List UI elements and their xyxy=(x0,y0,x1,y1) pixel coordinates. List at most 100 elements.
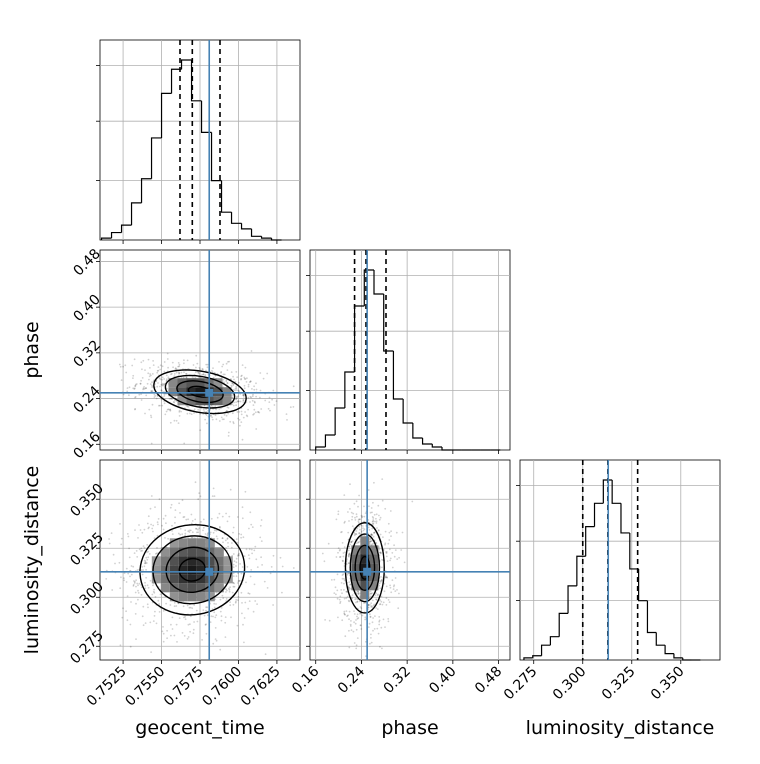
hist-phase-bin-10 xyxy=(412,423,423,439)
hist-phase-bin-13 xyxy=(441,447,452,451)
hist-luminosity_distance-bin-5 xyxy=(567,585,577,614)
joint-geocent_time-luminosity_distance-density-cell xyxy=(196,574,206,584)
joint-geocent_time-phase-density-cell xyxy=(222,396,232,406)
joint-geocent_time-phase-density-cell xyxy=(186,387,196,397)
xtick-label-geocent_time-0: 0.7525 xyxy=(84,664,130,710)
hist-phase-bin-1 xyxy=(324,434,336,447)
hist-phase-bin-5 xyxy=(363,269,374,306)
hist-luminosity_distance-bin-7 xyxy=(585,525,595,557)
joint-geocent_time-luminosity_distance-density-cell xyxy=(160,565,170,575)
ylabel-luminosity_distance: luminosity_distance xyxy=(21,466,43,655)
xlabel-luminosity_distance: luminosity_distance xyxy=(526,717,715,739)
joint-phase-luminosity_distance-frame xyxy=(309,459,511,661)
hist-phase-frame xyxy=(309,249,511,451)
ylabel-phase: phase xyxy=(21,321,43,378)
hist-phase-bin-12 xyxy=(431,444,442,448)
joint-geocent_time-luminosity_distance-density-cell xyxy=(223,556,233,566)
hist-geocent_time-bin-6 xyxy=(160,92,172,138)
joint-geocent_time-phase-contour-1 xyxy=(176,380,224,404)
joint-phase-luminosity_distance-truth-marker xyxy=(363,567,372,576)
xtick-label-phase-2: 0.32 xyxy=(381,664,414,697)
ytick-label-phase-2: 0.32 xyxy=(70,337,103,370)
joint-geocent_time-luminosity_distance-density-cell xyxy=(214,574,224,584)
hist-geocent_time-bin-13 xyxy=(230,212,242,224)
joint-phase-luminosity_distance-density-cell xyxy=(351,581,361,591)
xtick-label-luminosity_distance-3: 0.350 xyxy=(648,664,688,704)
joint-geocent_time-phase-truth-marker xyxy=(205,388,214,397)
hist-geocent_time-bin-0 xyxy=(100,237,112,240)
joint-geocent_time-luminosity_distance-density-cell xyxy=(214,583,224,593)
joint-geocent_time-luminosity_distance-density-cell xyxy=(178,556,188,566)
hist-phase-bin-0 xyxy=(315,446,326,450)
joint-geocent_time-phase-contour-3 xyxy=(153,369,247,415)
hist-luminosity_distance-bin-0 xyxy=(523,657,533,660)
joint-geocent_time-luminosity_distance-density-cell xyxy=(223,574,233,584)
joint-geocent_time-phase-density-cell xyxy=(195,378,205,388)
hist-luminosity_distance-bin-10 xyxy=(611,480,621,504)
hist-phase-bin-6 xyxy=(373,270,384,295)
joint-geocent_time-luminosity_distance-density-cell xyxy=(169,565,179,575)
ytick-label-phase-4: 0.48 xyxy=(70,246,103,279)
joint-geocent_time-luminosity_distance-density-cell xyxy=(205,547,215,557)
joint-geocent_time-luminosity_distance-density-cell xyxy=(169,592,179,602)
hist-luminosity_distance-bin-4 xyxy=(558,612,569,637)
joint-geocent_time-luminosity_distance-density-cell xyxy=(196,565,206,575)
joint-geocent_time-luminosity_distance-contour-3 xyxy=(139,523,246,616)
joint-geocent_time-luminosity_distance-density-cell xyxy=(169,547,179,557)
joint-geocent_time-luminosity_distance-density-cell xyxy=(214,556,224,566)
hist-phase-bin-7 xyxy=(383,294,394,352)
joint-geocent_time-luminosity_distance-density-cell xyxy=(151,574,161,584)
hist-luminosity_distance-bin-17 xyxy=(673,653,683,659)
joint-phase-luminosity_distance-contour-2 xyxy=(349,533,381,603)
joint-geocent_time-luminosity_distance-density-cell xyxy=(205,592,215,602)
ytick-label-phase-1: 0.24 xyxy=(70,383,103,416)
hist-luminosity_distance-bin-12 xyxy=(629,532,639,570)
joint-geocent_time-luminosity_distance-density-cell xyxy=(196,547,206,557)
joint-geocent_time-luminosity_distance-density-cell xyxy=(151,565,161,575)
joint-geocent_time-luminosity_distance-density-cell xyxy=(205,538,215,548)
joint-geocent_time-phase-contour-2 xyxy=(164,374,236,409)
joint-geocent_time-phase-density-cell xyxy=(195,396,205,406)
hist-phase-bin-2 xyxy=(334,407,345,435)
joint-phase-luminosity_distance-contour-1 xyxy=(354,544,376,592)
hist-phase-bin-9 xyxy=(402,399,413,424)
hist-luminosity_distance-bin-13 xyxy=(638,568,648,602)
joint-geocent_time-luminosity_distance-density-cell xyxy=(187,556,197,566)
xtick-label-luminosity_distance-2: 0.325 xyxy=(599,664,639,704)
hist-phase-bin-3 xyxy=(344,371,355,408)
joint-geocent_time-luminosity_distance-density-cell xyxy=(214,565,224,575)
joint-geocent_time-luminosity_distance-density-cell xyxy=(169,556,179,566)
ytick-label-phase-0: 0.16 xyxy=(70,429,103,462)
joint-geocent_time-luminosity_distance-density-cell xyxy=(205,556,215,566)
hist-phase-bin-11 xyxy=(421,438,433,445)
joint-geocent_time-luminosity_distance-density-cell xyxy=(178,538,188,548)
joint-phase-luminosity_distance-density-cell xyxy=(360,554,370,564)
joint-geocent_time-luminosity_distance-density-cell xyxy=(160,547,170,557)
joint-phase-luminosity_distance-density-cell xyxy=(360,590,370,600)
joint-geocent_time-luminosity_distance-density-cell xyxy=(205,583,215,593)
hist-geocent_time-bin-17 xyxy=(270,238,282,241)
hist-luminosity_distance-bin-1 xyxy=(532,655,542,658)
joint-geocent_time-luminosity_distance-truth-marker xyxy=(205,567,214,576)
joint-geocent_time-luminosity_distance-density-cell xyxy=(187,565,197,575)
joint-geocent_time-phase-density-cell xyxy=(177,387,187,397)
hist-luminosity_distance-bin-2 xyxy=(540,644,551,656)
hist-geocent_time-bin-12 xyxy=(220,180,232,213)
joint-geocent_time-phase-density-cell xyxy=(195,387,205,397)
xtick-label-geocent_time-1: 0.7550 xyxy=(122,664,168,710)
joint-phase-luminosity_distance-density-cell xyxy=(360,572,370,582)
joint-geocent_time-luminosity_distance-density-cell xyxy=(169,574,179,584)
hist-phase-bin-8 xyxy=(392,351,404,400)
joint-geocent_time-luminosity_distance-contour-2 xyxy=(152,535,233,605)
joint-geocent_time-luminosity_distance-density-cell xyxy=(160,574,170,584)
joint-geocent_time-luminosity_distance-density-cell xyxy=(169,583,179,593)
xtick-label-geocent_time-4: 0.7625 xyxy=(238,664,284,710)
xlabel-geocent_time: geocent_time xyxy=(135,717,264,739)
hist-geocent_time-bin-2 xyxy=(120,224,132,233)
hist-geocent_time-bin-15 xyxy=(250,228,262,237)
hist-luminosity_distance-bin-14 xyxy=(646,600,657,634)
joint-geocent_time-luminosity_distance-density-cell xyxy=(223,565,233,575)
xtick-label-phase-0: 0.16 xyxy=(289,663,322,696)
xtick-label-phase-1: 0.24 xyxy=(335,663,368,696)
